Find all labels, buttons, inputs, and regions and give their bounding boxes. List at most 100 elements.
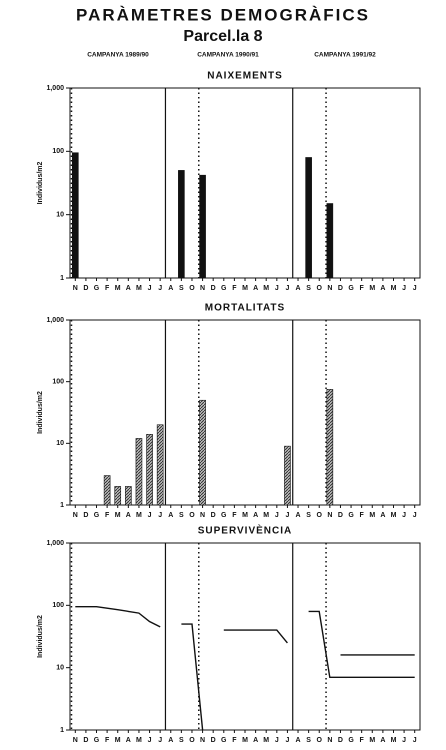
panel-title: SUPERVIVÈNCIA: [198, 524, 293, 537]
y-tick-label: 1,000: [46, 85, 64, 92]
bar: [326, 203, 334, 279]
x-tick-label: O: [317, 512, 323, 519]
x-tick-label: N: [73, 285, 78, 292]
x-tick-label: M: [391, 737, 397, 744]
x-tick-label: D: [338, 737, 343, 744]
x-tick-label: A: [380, 737, 385, 744]
x-tick-label: A: [253, 512, 258, 519]
x-tick-label: A: [126, 512, 131, 519]
campaign-label: CAMPANYA 1990/91: [197, 52, 259, 59]
x-tick-label: D: [211, 737, 216, 744]
y-tick-label: 1,000: [46, 540, 64, 547]
x-tick-label: J: [413, 737, 417, 744]
panel-title: MORTALITATS: [205, 303, 285, 314]
x-tick-label: J: [148, 512, 152, 519]
x-tick-label: J: [158, 737, 162, 744]
x-tick-label: D: [211, 285, 216, 292]
x-tick-label: M: [369, 512, 375, 519]
x-tick-label: O: [189, 737, 195, 744]
x-tick-label: N: [327, 285, 332, 292]
x-tick-label: M: [115, 512, 121, 519]
x-tick-label: M: [136, 737, 142, 744]
bar: [326, 389, 334, 506]
y-axis-label: Individus/m2: [37, 162, 44, 205]
x-tick-label: M: [263, 512, 269, 519]
bar: [146, 434, 153, 506]
x-tick-label: A: [253, 737, 258, 744]
x-tick-label: D: [83, 285, 88, 292]
plot-frame: [69, 87, 421, 279]
bar: [178, 170, 185, 279]
x-tick-label: F: [105, 512, 110, 519]
x-tick-label: S: [179, 285, 184, 292]
x-tick-label: F: [232, 512, 237, 519]
x-tick-label: A: [126, 737, 131, 744]
bar: [114, 486, 122, 506]
x-tick-label: A: [295, 737, 300, 744]
bar: [103, 475, 111, 506]
x-tick-label: J: [402, 737, 406, 744]
bar: [156, 424, 164, 506]
y-tick-label: 100: [52, 602, 64, 609]
x-tick-label: M: [242, 512, 248, 519]
x-tick-label: J: [285, 737, 289, 744]
x-tick-label: J: [402, 512, 406, 519]
x-tick-label: M: [242, 285, 248, 292]
y-tick-label: 10: [56, 440, 64, 447]
x-tick-label: D: [338, 512, 343, 519]
x-tick-label: M: [242, 737, 248, 744]
campaign-label: CAMPANYA 1989/90: [87, 52, 149, 59]
x-tick-label: A: [168, 737, 173, 744]
bar: [305, 157, 312, 279]
x-tick-label: D: [83, 737, 88, 744]
x-tick-label: F: [360, 737, 365, 744]
y-tick-label: 1: [60, 502, 64, 509]
x-tick-label: N: [327, 512, 332, 519]
x-tick-label: J: [402, 285, 406, 292]
x-tick-label: N: [200, 737, 205, 744]
y-axis-label: Individus/m2: [37, 615, 44, 658]
x-tick-label: D: [338, 285, 343, 292]
x-tick-label: G: [94, 737, 100, 744]
x-tick-label: O: [189, 512, 195, 519]
x-tick-label: J: [148, 737, 152, 744]
x-tick-label: M: [115, 737, 121, 744]
x-tick-label: N: [73, 512, 78, 519]
y-tick-label: 100: [52, 148, 64, 155]
x-tick-label: M: [263, 737, 269, 744]
x-tick-label: O: [317, 285, 323, 292]
title: PARÀMETRES DEMOGRÀFICS: [76, 5, 370, 24]
x-tick-label: M: [136, 285, 142, 292]
x-tick-label: A: [380, 512, 385, 519]
plot-frame: [69, 319, 421, 506]
x-tick-label: N: [73, 737, 78, 744]
plot-frame: [69, 542, 421, 731]
x-tick-label: F: [360, 512, 365, 519]
x-tick-label: N: [200, 285, 205, 292]
x-tick-label: A: [295, 512, 300, 519]
x-tick-label: F: [360, 285, 365, 292]
x-tick-label: G: [348, 285, 354, 292]
x-tick-label: M: [391, 285, 397, 292]
x-tick-label: O: [189, 285, 195, 292]
survival-line: [75, 606, 415, 731]
bar: [199, 399, 206, 506]
x-tick-label: J: [148, 285, 152, 292]
x-tick-label: J: [413, 512, 417, 519]
panel-title: NAIXEMENTS: [207, 71, 283, 82]
x-tick-label: S: [306, 512, 311, 519]
x-tick-label: A: [253, 285, 258, 292]
y-tick-label: 1,000: [46, 317, 64, 324]
x-tick-label: G: [221, 737, 227, 744]
y-tick-label: 1: [60, 727, 64, 734]
x-tick-label: D: [211, 512, 216, 519]
x-tick-label: J: [275, 737, 279, 744]
x-tick-label: F: [105, 285, 110, 292]
x-tick-label: M: [369, 737, 375, 744]
x-tick-label: J: [275, 512, 279, 519]
x-tick-label: A: [380, 285, 385, 292]
x-tick-label: G: [348, 737, 354, 744]
y-tick-label: 1: [60, 275, 64, 282]
x-tick-label: M: [369, 285, 375, 292]
